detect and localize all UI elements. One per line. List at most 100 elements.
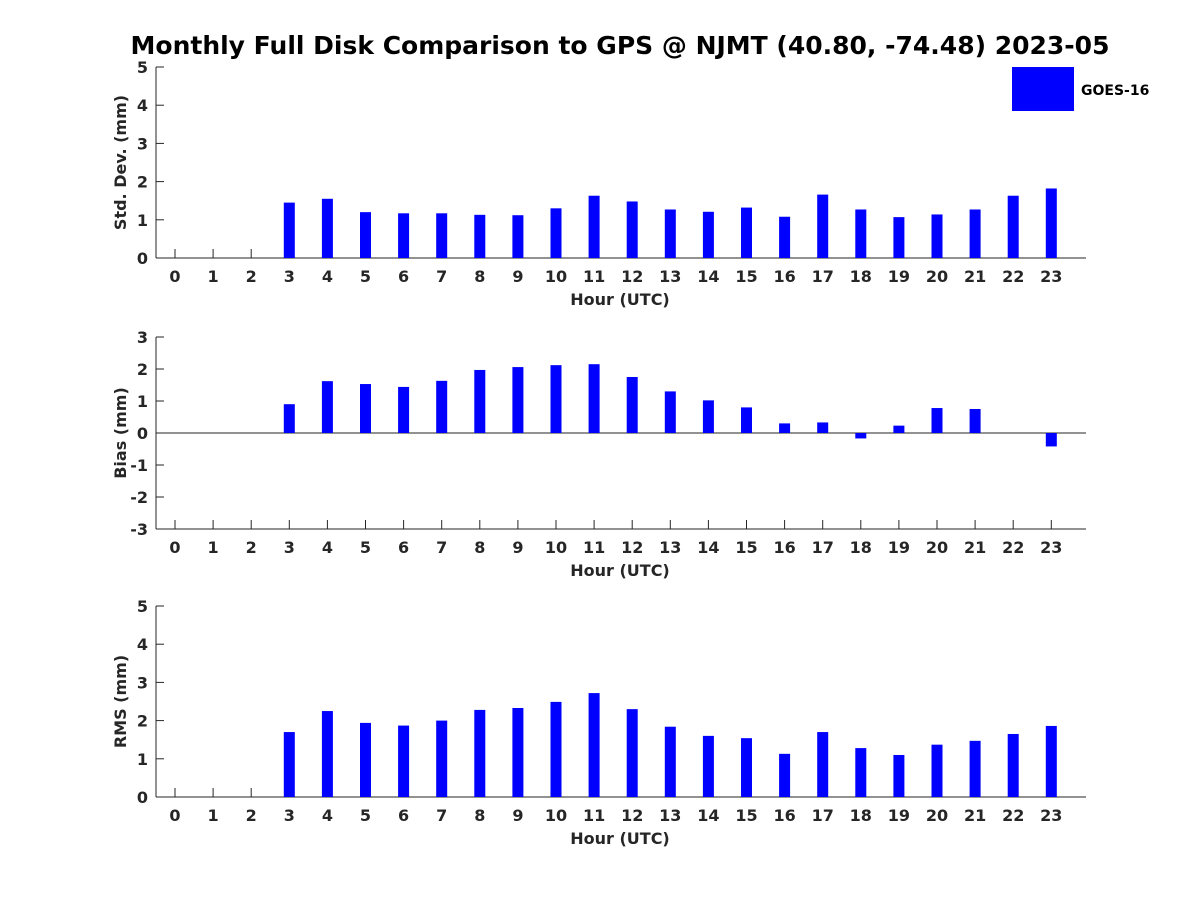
std-dev-x-tick-label: 13 — [659, 267, 681, 286]
std-dev-x-tick-label: 15 — [735, 267, 757, 286]
rms-bar — [436, 720, 448, 797]
std-dev-x-tick-label: 7 — [436, 267, 447, 286]
std-dev-x-tick-label: 5 — [360, 267, 371, 286]
std-dev-x-tick-label: 19 — [888, 267, 910, 286]
std-dev-bar — [588, 195, 600, 258]
std-dev-x-tick-label: 11 — [583, 267, 605, 286]
bias-bar — [283, 404, 295, 433]
bias-x-tick-label: 1 — [208, 538, 219, 557]
legend-label: GOES-16 — [1081, 83, 1149, 99]
std-dev-x-tick-label: 21 — [964, 267, 986, 286]
rms-bar — [779, 753, 791, 797]
std-dev-bar — [779, 216, 791, 258]
bias-x-tick-label: 17 — [812, 538, 834, 557]
bias-y-tick-label: -1 — [130, 456, 148, 475]
std-dev-x-tick-label: 23 — [1040, 267, 1062, 286]
bias-x-tick-label: 15 — [735, 538, 757, 557]
rms-bar — [969, 740, 981, 797]
bias-bar — [664, 391, 676, 433]
std-dev-bar — [398, 213, 410, 258]
std-dev-y-axis-label: Std. Dev. (mm) — [111, 95, 130, 230]
rms-x-tick-label: 7 — [436, 806, 447, 825]
bias-x-tick-label: 2 — [246, 538, 257, 557]
bias-bar — [436, 380, 448, 433]
std-dev-x-tick-label: 3 — [284, 267, 295, 286]
rms-x-tick-label: 1 — [208, 806, 219, 825]
bias-bar — [588, 364, 600, 433]
std-dev-x-tick-label: 22 — [1002, 267, 1024, 286]
std-dev-x-tick-label: 10 — [545, 267, 567, 286]
std-dev-bar — [702, 211, 714, 258]
bias-bar — [321, 381, 333, 433]
rms-y-tick-label: 5 — [137, 597, 148, 616]
bias-y-axis-label: Bias (mm) — [111, 387, 130, 479]
rms-x-tick-label: 5 — [360, 806, 371, 825]
std-dev-bar — [969, 209, 981, 258]
bias-x-tick-label: 7 — [436, 538, 447, 557]
rms-x-tick-label: 9 — [512, 806, 523, 825]
std-dev-bar — [474, 214, 486, 258]
rms-x-tick-label: 13 — [659, 806, 681, 825]
bias-x-tick-label: 12 — [621, 538, 643, 557]
bias-x-axis-label: Hour (UTC) — [570, 561, 670, 580]
bias-x-tick-label: 6 — [398, 538, 409, 557]
rms-bar — [398, 725, 410, 797]
bias-y-tick-label: -3 — [130, 520, 148, 539]
bias-x-tick-label: 23 — [1040, 538, 1062, 557]
bias-bar — [474, 369, 486, 433]
rms-x-tick-label: 2 — [246, 806, 257, 825]
std-dev-x-tick-label: 2 — [246, 267, 257, 286]
bias-y-tick-label: 0 — [137, 424, 148, 443]
std-dev-x-tick-label: 9 — [512, 267, 523, 286]
bias-x-tick-label: 14 — [697, 538, 719, 557]
rms-bar — [360, 722, 371, 797]
rms-bar — [474, 709, 486, 797]
rms-x-tick-label: 3 — [284, 806, 295, 825]
rms-y-tick-label: 0 — [137, 788, 148, 807]
std-dev-x-tick-label: 1 — [208, 267, 219, 286]
rms-x-axis-label: Hour (UTC) — [570, 829, 670, 848]
std-dev-bar — [931, 214, 943, 258]
rms-x-tick-label: 17 — [812, 806, 834, 825]
rms-bar — [1007, 733, 1019, 797]
rms-y-tick-label: 1 — [137, 750, 148, 769]
std-dev-bar — [626, 201, 638, 258]
rms-x-tick-label: 16 — [773, 806, 795, 825]
rms-x-tick-label: 10 — [545, 806, 567, 825]
rms-x-tick-label: 22 — [1002, 806, 1024, 825]
rms-bar — [283, 732, 295, 797]
std-dev-x-tick-label: 20 — [926, 267, 948, 286]
std-dev-bar — [436, 213, 448, 258]
bias-bar — [626, 377, 638, 433]
bias-x-tick-label: 8 — [474, 538, 485, 557]
rms-bar — [817, 732, 829, 797]
std-dev-y-tick-label: 2 — [137, 173, 148, 192]
bias-y-tick-label: 3 — [137, 328, 148, 347]
rms-x-tick-label: 8 — [474, 806, 485, 825]
std-dev-y-tick-label: 0 — [137, 249, 148, 268]
bias-bar — [817, 422, 829, 433]
std-dev-x-tick-label: 17 — [812, 267, 834, 286]
rms-x-tick-label: 15 — [735, 806, 757, 825]
rms-y-axis-label: RMS (mm) — [111, 655, 130, 748]
bias-bar — [550, 365, 562, 433]
rms-y-tick-label: 2 — [137, 712, 148, 731]
std-dev-x-tick-label: 14 — [697, 267, 719, 286]
bias-bar — [512, 367, 524, 433]
rms-bar — [588, 693, 600, 797]
bias-x-tick-label: 10 — [545, 538, 567, 557]
std-dev-x-tick-label: 0 — [169, 267, 180, 286]
bias-bar — [893, 425, 905, 433]
rms-x-tick-label: 20 — [926, 806, 948, 825]
bias-bar — [931, 408, 943, 433]
std-dev-bar — [360, 212, 371, 258]
bias-x-tick-label: 9 — [512, 538, 523, 557]
std-dev-x-tick-label: 16 — [773, 267, 795, 286]
rms-bar — [741, 738, 752, 797]
bias-x-tick-label: 3 — [284, 538, 295, 557]
bias-x-tick-label: 20 — [926, 538, 948, 557]
std-dev-y-tick-label: 4 — [137, 96, 148, 115]
std-dev-bar — [855, 209, 867, 258]
figure-title: Monthly Full Disk Comparison to GPS @ NJ… — [131, 31, 1110, 60]
